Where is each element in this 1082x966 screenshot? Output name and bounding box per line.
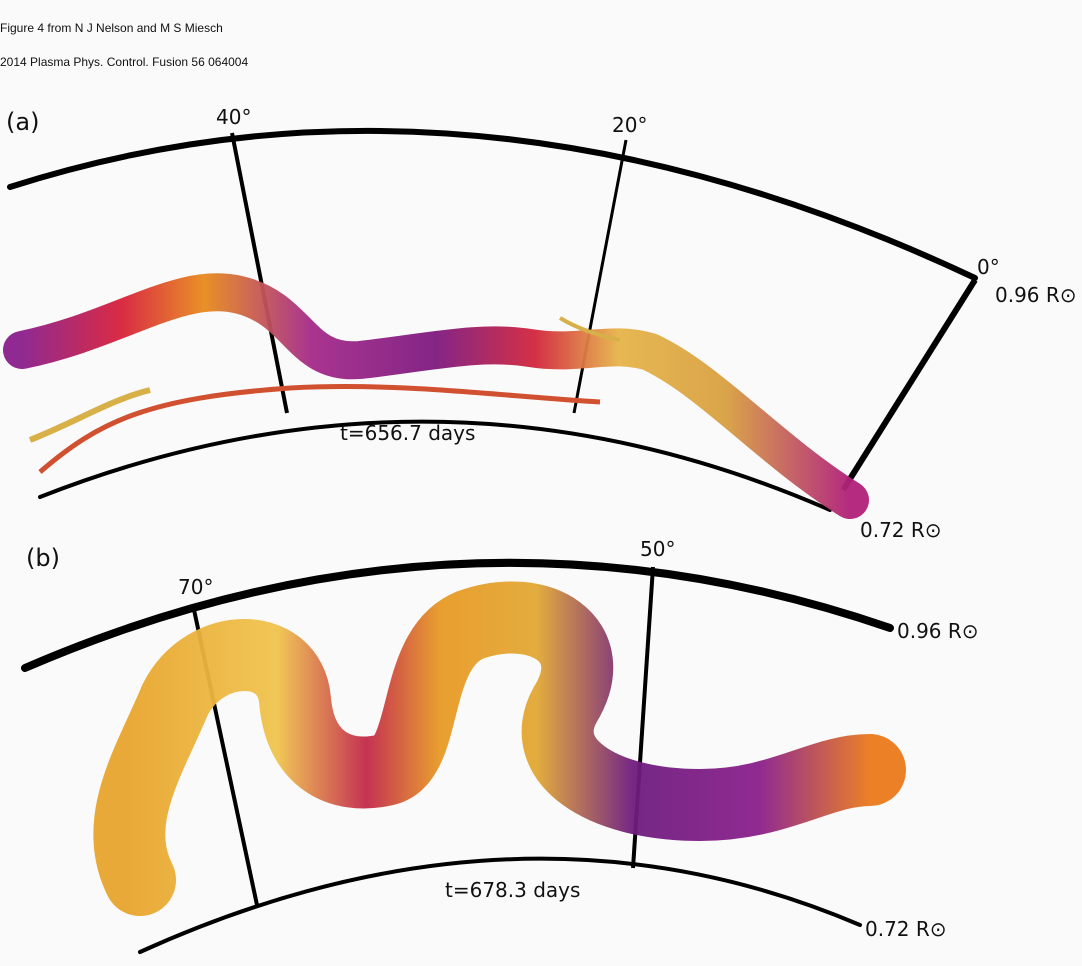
angle-label: 20° (612, 113, 647, 137)
radial-line (840, 278, 978, 492)
panel-label: (a) (6, 108, 39, 136)
outer-arc (7, 127, 978, 281)
angle-label: 40° (216, 105, 251, 129)
flux-strand (28, 387, 151, 443)
radial-line (230, 132, 289, 414)
outer-arc (21, 558, 894, 672)
radius-label: 0.96 R⊙ (995, 283, 1077, 307)
flux-strand (38, 384, 601, 474)
flux-strand (558, 316, 621, 342)
angle-label: 0° (977, 255, 1000, 279)
radius-label: 0.96 R⊙ (897, 619, 979, 643)
radial-line (572, 139, 628, 414)
panel-b: (b) 70° 50° 0.96 R⊙ t=678.3 days 0.72 R⊙ (21, 537, 979, 954)
radius-label: 0.72 R⊙ (860, 518, 942, 542)
time-label: t=656.7 days (340, 421, 475, 445)
inner-arc (38, 419, 832, 512)
angle-label: 50° (640, 537, 675, 561)
flux-tube (3, 273, 869, 519)
inner-arc (138, 856, 862, 954)
time-label: t=678.3 days (445, 878, 580, 902)
header-line: 2014 Plasma Phys. Control. Fusion 56 064… (0, 55, 248, 69)
flux-tube (93, 581, 906, 916)
angle-label: 70° (178, 575, 213, 599)
header-line: Figure 4 from N J Nelson and M S Miesch (0, 21, 223, 35)
panel-label: (b) (26, 544, 60, 572)
panel-a: (a) 40° 20° 0° 0.96 R⊙ t=656.7 days 0.72… (3, 105, 1077, 542)
radius-label: 0.72 R⊙ (865, 917, 947, 941)
